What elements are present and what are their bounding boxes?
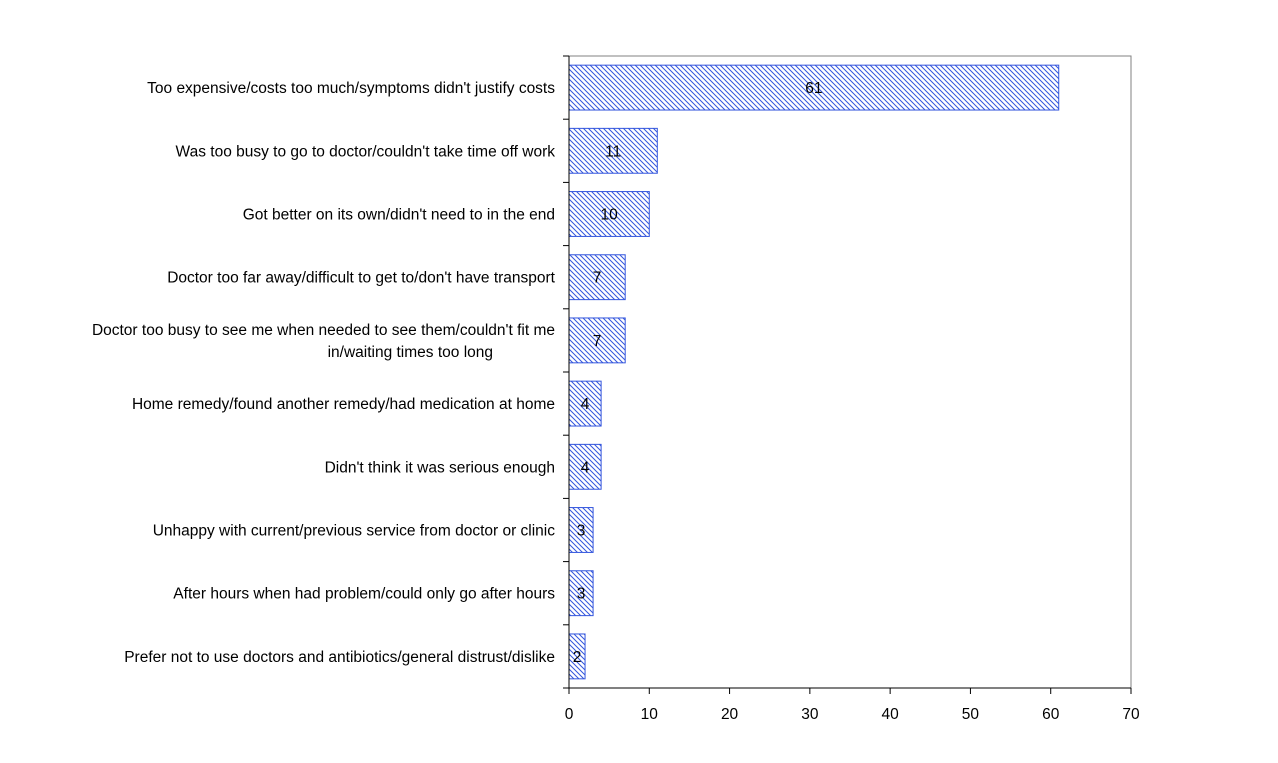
data-label: 7 [593, 270, 602, 287]
data-label: 10 [601, 207, 619, 224]
bar [568, 570, 594, 617]
x-tick-label: 30 [801, 706, 819, 723]
x-tick-label: 0 [565, 706, 574, 723]
category-label-line: Doctor too busy to see me when needed to… [92, 322, 555, 339]
data-label: 3 [577, 523, 586, 540]
category-label: Got better on its own/didn't need to in … [243, 207, 555, 224]
bar [568, 127, 658, 174]
x-tick-label: 40 [882, 706, 900, 723]
category-label-line: Too expensive/costs too much/symptoms di… [147, 80, 555, 97]
category-label: Doctor too far away/difficult to get to/… [167, 270, 555, 287]
data-label: 61 [805, 80, 822, 97]
data-label: 2 [573, 649, 582, 666]
category-label: Doctor too busy to see me when needed to… [92, 322, 555, 361]
category-label-line: Got better on its own/didn't need to in … [243, 207, 555, 224]
x-tick-label: 10 [641, 706, 659, 723]
category-label: Was too busy to go to doctor/couldn't ta… [176, 143, 556, 160]
data-label: 11 [605, 143, 621, 160]
x-tick-label: 20 [721, 706, 739, 723]
category-label: Unhappy with current/previous service fr… [153, 523, 556, 540]
category-label-line: Doctor too far away/difficult to get to/… [167, 270, 555, 287]
data-label: 4 [581, 396, 590, 413]
category-label-line: Unhappy with current/previous service fr… [153, 523, 556, 540]
x-tick-label: 60 [1042, 706, 1060, 723]
data-label: 4 [581, 459, 590, 476]
bar [568, 191, 650, 237]
category-label-line: Was too busy to go to doctor/couldn't ta… [176, 143, 556, 160]
data-label: 7 [593, 333, 602, 350]
x-tick-label: 70 [1122, 706, 1140, 723]
category-label-line: in/waiting times too long [328, 344, 493, 361]
category-label-line: Home remedy/found another remedy/had med… [132, 396, 555, 413]
category-label: Prefer not to use doctors and antibiotic… [124, 649, 555, 666]
category-label-line: Didn't think it was serious enough [325, 459, 555, 476]
category-label: Didn't think it was serious enough [325, 459, 555, 476]
data-label: 3 [577, 586, 586, 603]
x-tick-label: 50 [962, 706, 980, 723]
category-label-line: Prefer not to use doctors and antibiotic… [124, 649, 555, 666]
bar [568, 64, 1060, 111]
category-label: After hours when had problem/could only … [173, 586, 555, 603]
category-label: Too expensive/costs too much/symptoms di… [147, 80, 555, 97]
category-label-line: After hours when had problem/could only … [173, 586, 555, 603]
category-label: Home remedy/found another remedy/had med… [132, 396, 555, 413]
